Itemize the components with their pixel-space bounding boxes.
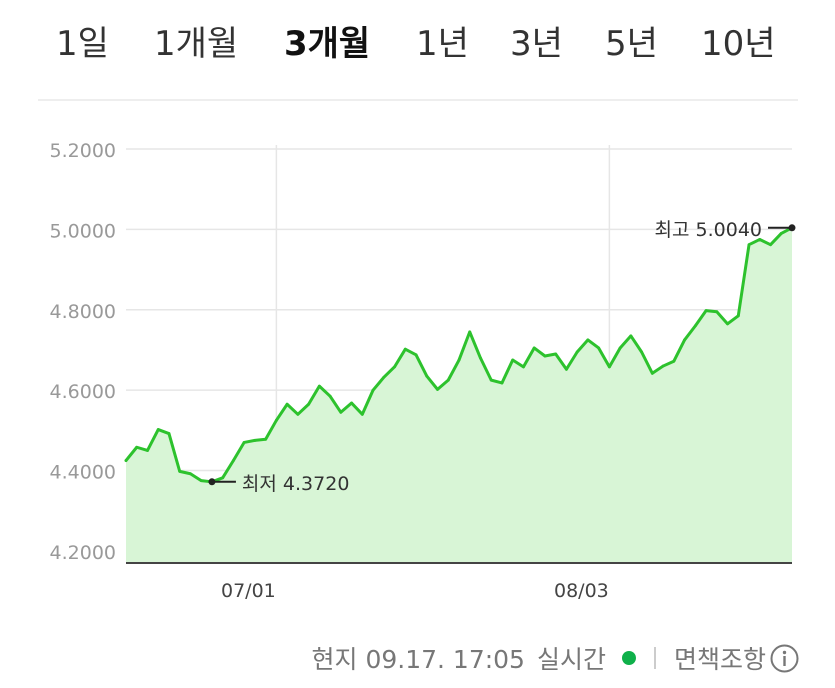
tabs-divider xyxy=(38,99,798,101)
data-point xyxy=(124,459,128,462)
data-point xyxy=(779,232,783,235)
data-point xyxy=(736,314,740,318)
tab-1-month[interactable]: 1개월 xyxy=(154,24,239,64)
data-point xyxy=(693,324,697,328)
data-point xyxy=(382,375,386,379)
data-point xyxy=(221,476,225,480)
period-tabs: 1일 1개월 3개월 1년 3년 5년 10년 xyxy=(38,20,798,68)
data-point xyxy=(436,387,439,391)
data-point xyxy=(264,437,268,441)
data-point xyxy=(726,322,729,326)
timestamp-label: 현지 09.17. 17:05 xyxy=(311,645,525,674)
chart-footer: 현지 09.17. 17:05 실시간 면책조항 xyxy=(312,636,800,680)
data-point xyxy=(500,381,504,385)
data-point xyxy=(146,449,149,452)
tab-10-years[interactable]: 10년 xyxy=(701,24,776,64)
data-point xyxy=(661,364,665,368)
data-point xyxy=(350,401,353,405)
data-point xyxy=(296,412,300,416)
y-tick-label: 4.8000 xyxy=(50,301,116,323)
data-point xyxy=(683,338,686,342)
data-point xyxy=(253,439,257,442)
tab-3-years[interactable]: 3년 xyxy=(510,24,563,64)
x-tick-label: 08/03 xyxy=(554,580,609,601)
data-point xyxy=(274,418,278,422)
data-point xyxy=(511,358,515,362)
price-chart: 5.2000 5.0000 4.8000 4.6000 4.4000 4.2000 07/0… xyxy=(50,140,796,601)
data-point xyxy=(575,350,579,354)
data-point xyxy=(135,445,139,449)
y-tick-label: 4.6000 xyxy=(50,381,116,403)
max-marker-label: 최고 5.0040 xyxy=(655,219,762,241)
live-status-dot-icon xyxy=(621,651,636,665)
data-point xyxy=(479,356,482,360)
data-point xyxy=(393,365,396,369)
data-point xyxy=(232,459,235,462)
data-point xyxy=(618,346,622,350)
data-point xyxy=(328,394,332,398)
data-point xyxy=(468,330,472,334)
data-point xyxy=(758,238,762,241)
data-point xyxy=(285,402,289,406)
price-area-fill xyxy=(126,227,792,564)
data-point xyxy=(156,428,160,431)
y-tick-label: 5.0000 xyxy=(50,220,116,242)
footer-separator xyxy=(653,647,656,669)
min-marker-dot xyxy=(208,478,216,486)
data-point xyxy=(414,353,418,357)
data-point xyxy=(403,347,407,351)
data-point xyxy=(489,378,493,382)
tab-1-day[interactable]: 1일 xyxy=(56,24,109,64)
data-point xyxy=(167,432,171,435)
x-tick-label: 07/01 xyxy=(221,580,276,601)
y-tick-label: 4.2000 xyxy=(50,542,116,564)
data-point xyxy=(747,243,751,247)
y-tick-label: 4.4000 xyxy=(50,462,116,484)
disclaimer-link[interactable]: 면책조항 xyxy=(673,645,766,674)
data-point xyxy=(597,346,601,350)
data-point xyxy=(371,388,375,392)
data-point xyxy=(565,367,568,371)
data-point xyxy=(242,441,246,444)
tab-5-years[interactable]: 5년 xyxy=(605,24,658,64)
data-point xyxy=(650,371,654,375)
data-point xyxy=(425,374,429,378)
data-point xyxy=(199,479,203,483)
data-point xyxy=(457,358,461,362)
data-point xyxy=(554,352,558,356)
data-point xyxy=(629,334,633,338)
data-point xyxy=(307,402,311,406)
data-point xyxy=(586,338,590,342)
data-point xyxy=(178,469,182,473)
data-point xyxy=(522,365,525,369)
data-point xyxy=(317,384,321,388)
data-point xyxy=(704,309,708,312)
data-point xyxy=(189,472,192,476)
max-marker-dot xyxy=(788,224,796,232)
data-point xyxy=(360,412,364,416)
data-point xyxy=(532,346,536,350)
data-point xyxy=(543,354,547,358)
min-marker-label: 최저 4.3720 xyxy=(242,473,349,495)
data-point xyxy=(769,243,772,247)
data-point xyxy=(446,378,450,382)
data-point xyxy=(715,310,719,314)
tab-3-months[interactable]: 3개월 xyxy=(284,24,371,64)
data-point xyxy=(672,359,676,363)
data-point xyxy=(607,365,611,369)
realtime-label: 실시간 xyxy=(536,645,606,674)
y-tick-label: 5.2000 xyxy=(50,140,116,162)
info-icon[interactable] xyxy=(770,644,799,673)
data-point xyxy=(339,410,343,414)
data-point xyxy=(640,350,644,354)
tab-1-year[interactable]: 1년 xyxy=(416,24,469,64)
